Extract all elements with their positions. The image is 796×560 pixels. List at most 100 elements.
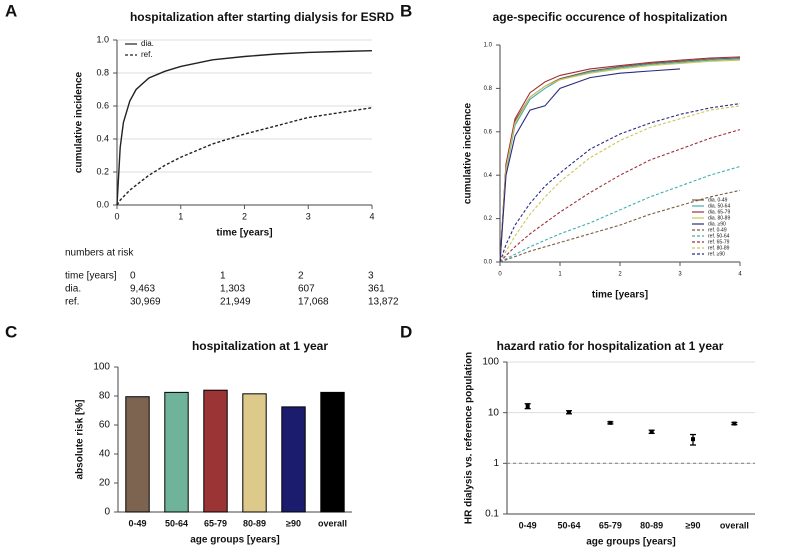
x-tick-label: 50-64 — [165, 518, 188, 528]
legend-label: dia. — [141, 39, 154, 48]
x-axis-label: time [years] — [592, 290, 648, 301]
y-tick-label: 0.2 — [96, 166, 109, 176]
x-tick-label: 50-64 — [557, 520, 580, 530]
y-tick-label: 10 — [488, 407, 500, 418]
y-tick-label: 60 — [99, 420, 111, 431]
series-line — [499, 58, 741, 263]
chart-title: hazard ratio for hospitalization at 1 ye… — [497, 339, 724, 353]
y-tick-label: 100 — [93, 362, 110, 373]
table-header: time [years] — [65, 271, 117, 282]
bar — [242, 393, 267, 513]
legend-label: ref. 65-79 — [708, 239, 730, 245]
legend-label: ref. 0-49 — [708, 227, 727, 233]
legend-label: ref. — [141, 50, 153, 59]
bar — [125, 396, 150, 513]
panel-label: C — [5, 322, 17, 341]
y-tick-label: 20 — [99, 478, 111, 489]
series-line — [499, 189, 741, 263]
panel-label: B — [400, 1, 412, 20]
series-line — [116, 107, 373, 206]
series-line — [499, 165, 741, 263]
x-tick-label: 2 — [618, 272, 622, 278]
y-axis-label: cumulative incidence — [74, 71, 85, 173]
x-tick-label: 0 — [114, 211, 119, 221]
table-cell: 30,969 — [130, 297, 161, 308]
x-tick-label: 65-79 — [599, 520, 622, 530]
x-tick-label: 80-89 — [243, 518, 266, 528]
table-cell: 1,303 — [220, 284, 245, 295]
y-tick-label: 0.8 — [96, 67, 109, 77]
bar — [320, 391, 345, 513]
x-tick-label: 0-49 — [128, 518, 146, 528]
table-cell: 607 — [298, 284, 315, 295]
legend-label: ref. 50-64 — [708, 233, 730, 239]
y-axis-label: HR dialysis vs. reference population — [464, 352, 475, 524]
y-tick-label: 0.4 — [484, 173, 493, 179]
x-tick-label: 0 — [498, 272, 502, 278]
y-tick-label: 0 — [104, 507, 110, 518]
y-tick-label: 1.0 — [484, 43, 493, 49]
y-tick-label: 0.4 — [96, 133, 109, 143]
y-tick-label: 0.1 — [485, 509, 499, 520]
y-axis-label: absolute risk [%] — [75, 399, 86, 479]
x-tick-label: 3 — [678, 272, 682, 278]
point — [608, 420, 613, 425]
x-tick-label: 80-89 — [640, 520, 663, 530]
legend-label: dia. 80-89 — [708, 215, 730, 221]
legend-label: ref. ≥90 — [708, 251, 725, 257]
y-tick-label: 0.6 — [96, 100, 109, 110]
y-axis-label: cumulative incidence — [463, 102, 474, 204]
x-axis-label: age groups [years] — [586, 537, 675, 548]
x-tick-label: 4 — [369, 211, 374, 221]
panel-label: A — [5, 1, 17, 20]
x-tick-label: 2 — [242, 211, 247, 221]
legend-label: dia. 50-64 — [708, 203, 730, 209]
x-tick-label: 0-49 — [519, 520, 537, 530]
y-tick-label: 0.0 — [96, 199, 109, 209]
chart-title: hospitalization after starting dialysis … — [130, 10, 394, 24]
point — [567, 410, 571, 415]
y-tick-label: 0.0 — [484, 260, 493, 266]
x-tick-label: 1 — [558, 272, 562, 278]
point — [691, 437, 695, 442]
series-line — [499, 56, 741, 263]
y-tick-label: 80 — [99, 391, 111, 402]
series-line — [499, 129, 741, 263]
y-tick-label: 0.6 — [484, 129, 493, 135]
y-tick-label: 0.8 — [484, 86, 493, 92]
legend-label: ref. 80-89 — [708, 245, 730, 251]
x-tick-label: ≥90 — [686, 520, 701, 530]
table-cell: 17,068 — [298, 297, 329, 308]
x-tick-label: 65-79 — [204, 518, 227, 528]
table-cell: 9,463 — [130, 284, 155, 295]
table-cell: ref. — [65, 297, 79, 308]
table-header: 0 — [130, 271, 136, 282]
series-line — [116, 50, 373, 206]
x-tick-label: overall — [720, 520, 749, 530]
x-tick-label: ≥90 — [286, 518, 301, 528]
point — [525, 404, 530, 409]
table-cell: dia. — [65, 284, 81, 295]
legend-label: dia. 0-49 — [708, 197, 728, 203]
x-axis-label: time [years] — [216, 228, 272, 239]
x-tick-label: 4 — [738, 272, 742, 278]
point — [732, 421, 737, 426]
bar — [281, 406, 306, 513]
table-cell: 361 — [368, 284, 385, 295]
y-tick-label: 1.0 — [96, 34, 109, 44]
point — [649, 429, 654, 434]
x-tick-label: 1 — [178, 211, 183, 221]
x-tick-label: overall — [318, 518, 347, 528]
series-line — [499, 68, 681, 263]
table-header: 3 — [368, 271, 374, 282]
table-header: 1 — [220, 271, 226, 282]
series-line — [499, 105, 741, 263]
series-line — [499, 103, 741, 263]
y-tick-label: 1 — [493, 458, 499, 469]
x-tick-label: 3 — [306, 211, 311, 221]
table-cell: 13,872 — [368, 297, 399, 308]
table-title: numbers at risk — [65, 248, 134, 259]
panel-label: D — [400, 322, 412, 341]
x-axis-label: age groups [years] — [190, 535, 279, 546]
